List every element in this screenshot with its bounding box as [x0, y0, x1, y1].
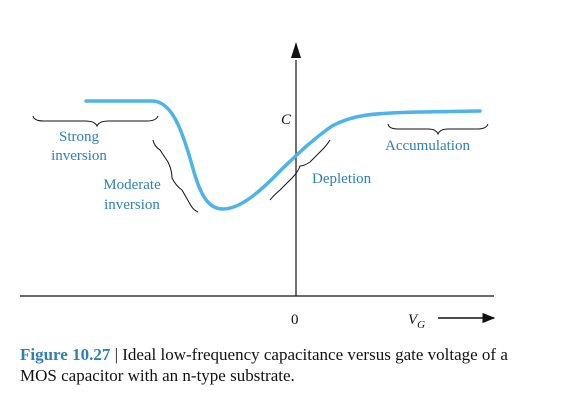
moderate-inversion-brace: [152, 139, 199, 213]
depletion-brace: [269, 139, 331, 201]
accumulation-brace: [387, 123, 489, 136]
strong-inversion-label: Strong: [59, 129, 100, 145]
y-axis-arrowhead-icon: [291, 42, 301, 58]
x-axis-label: VG: [408, 312, 425, 331]
x-axis-subscript: G: [417, 319, 425, 331]
cv-curve: [84, 99, 482, 211]
figure-number: Figure 10.27: [20, 345, 111, 364]
figure-caption: Figure 10.27 | Ideal low-frequency capac…: [20, 344, 540, 386]
strong-inversion-brace: [32, 115, 159, 128]
strong-inversion-label-2: inversion: [51, 148, 107, 164]
depletion-label: Depletion: [312, 171, 372, 187]
moderate-inversion-label: Moderate: [103, 177, 161, 193]
origin-label: 0: [291, 312, 299, 328]
y-axis-label: C: [281, 112, 292, 128]
moderate-inversion-label-2: inversion: [104, 197, 160, 213]
caption-text: Ideal low-frequency capacitance versus g…: [20, 345, 508, 385]
accumulation-label: Accumulation: [385, 138, 470, 154]
caption-separator: |: [114, 345, 119, 364]
